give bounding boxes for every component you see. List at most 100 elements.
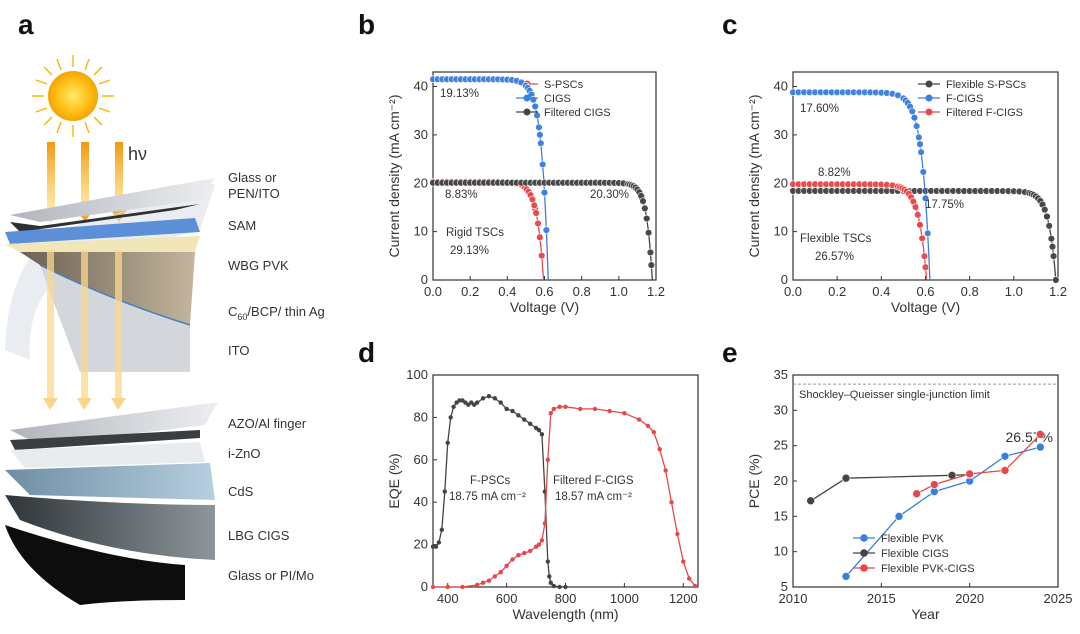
- data-point: [510, 408, 515, 414]
- data-point: [1049, 252, 1058, 260]
- legend-swatch-marker: [860, 564, 868, 572]
- data-point: [912, 122, 921, 130]
- data-point: [538, 251, 546, 260]
- x-tick-label: 2010: [779, 591, 808, 606]
- data-point: [522, 417, 527, 422]
- y-tick-label: 20: [414, 537, 428, 552]
- light-label: hν: [128, 144, 147, 164]
- data-point: [445, 584, 450, 590]
- x-axis-label: Wavelength (nm): [512, 606, 618, 622]
- y-tick-label: 80: [414, 409, 428, 424]
- layer-label-glass-pi-mo: Glass or PI/Mo: [228, 568, 314, 583]
- data-point: [578, 406, 583, 412]
- layer-label-pen-ito: PEN/ITO: [228, 186, 280, 201]
- data-point: [607, 408, 612, 414]
- top-stack: [5, 178, 215, 372]
- x-tick-label: 0.2: [461, 284, 479, 299]
- x-tick-label: 400: [437, 591, 459, 606]
- legend-swatch-marker: [925, 94, 933, 102]
- data-point: [1000, 451, 1010, 461]
- sun-icon: [32, 55, 114, 137]
- data-point: [536, 427, 542, 433]
- y-tick-label: 60: [414, 452, 428, 467]
- annotation-text: 18.57 mA cm⁻²: [555, 491, 632, 503]
- layer-label-c60: C60/BCP/ thin Ag: [228, 304, 325, 322]
- data-point: [538, 160, 547, 169]
- legend-label: S-PSCs: [544, 79, 584, 91]
- data-point: [921, 194, 930, 203]
- x-tick-label: 800: [555, 591, 577, 606]
- layer-label-wbg-pvk: WBG PVK: [228, 258, 289, 273]
- x-tick-label: 2015: [867, 591, 896, 606]
- sq-limit-label: Shockley–Queisser single-junction limit: [799, 389, 990, 401]
- data-point: [841, 473, 851, 483]
- data-point: [911, 203, 920, 211]
- x-axis-label: Voltage (V): [510, 299, 579, 315]
- annotation-text: 8.82%: [818, 167, 851, 179]
- data-point: [548, 580, 553, 585]
- layer-label-glass: Glass or: [228, 170, 277, 185]
- panel-letter-b: b: [358, 9, 375, 40]
- data-point: [433, 544, 439, 549]
- data-point: [548, 410, 553, 416]
- data-point: [657, 447, 662, 452]
- data-point: [644, 228, 653, 237]
- chart-b-jv-rigid: 0.0 0.2 0.4 0.6 0.8 1.0 1.2 0 10 20 30 40 Voltage (V…: [386, 71, 665, 315]
- data-point: [529, 95, 538, 104]
- data-point: [516, 413, 521, 418]
- data-point: [430, 584, 436, 590]
- data-point: [531, 102, 539, 111]
- legend-label: Filtered F-CIGS: [946, 107, 1023, 119]
- annotation-text: 19.13%: [440, 88, 479, 100]
- data-point: [916, 221, 924, 229]
- annotation-text: 29.13%: [450, 245, 489, 257]
- data-point: [442, 489, 447, 494]
- data-point: [669, 500, 674, 505]
- data-point: [912, 489, 921, 499]
- panel-a-schematic: a hν: [5, 9, 325, 605]
- data-point: [439, 527, 445, 532]
- x-tick-label: 1.2: [647, 284, 665, 299]
- y-axis-label: Current density (mA cm⁻²): [746, 95, 762, 258]
- data-point: [527, 421, 533, 426]
- data-point: [539, 432, 545, 437]
- transmitted-beams: [43, 250, 126, 410]
- y-tick-label: 20: [774, 473, 788, 488]
- x-tick-label: 1200: [669, 591, 698, 606]
- y-tick-label: 40: [414, 79, 428, 94]
- y-tick-label: 10: [774, 224, 788, 239]
- data-point: [806, 496, 815, 506]
- data-point: [692, 583, 698, 589]
- data-point: [636, 417, 642, 422]
- annotation-text: Rigid TSCs: [446, 227, 504, 239]
- x-axis-label: Year: [911, 606, 940, 622]
- layer-label-azo: AZO/Al finger: [228, 416, 307, 431]
- y-tick-label: 10: [414, 224, 428, 239]
- data-point: [530, 201, 538, 210]
- series-line-flexible-pvk: [845, 446, 1041, 577]
- data-point: [651, 430, 657, 435]
- data-point: [1036, 430, 1045, 439]
- data-point: [563, 404, 568, 409]
- data-point: [436, 540, 442, 545]
- data-point: [924, 229, 932, 238]
- data-point: [534, 219, 542, 228]
- y-tick-label: 40: [414, 494, 428, 509]
- data-point: [492, 574, 498, 579]
- data-point: [492, 396, 498, 401]
- annotation-text: 26.57%: [815, 251, 854, 263]
- legend-swatch-marker: [925, 108, 933, 116]
- y-tick-label: 0: [421, 579, 428, 594]
- data-point: [592, 406, 598, 412]
- data-point: [451, 404, 456, 409]
- data-point: [643, 214, 651, 223]
- x-tick-label: 0.2: [828, 284, 846, 299]
- y-tick-label: 40: [774, 79, 788, 94]
- panel-letter-a: a: [18, 9, 34, 40]
- legend-label: Flexible S-PSCs: [946, 79, 1027, 91]
- layer-label-ito: ITO: [228, 343, 249, 358]
- data-point: [919, 168, 927, 176]
- x-tick-label: 1.0: [1005, 284, 1023, 299]
- data-point: [536, 233, 544, 241]
- y-tick-label: 30: [774, 127, 788, 142]
